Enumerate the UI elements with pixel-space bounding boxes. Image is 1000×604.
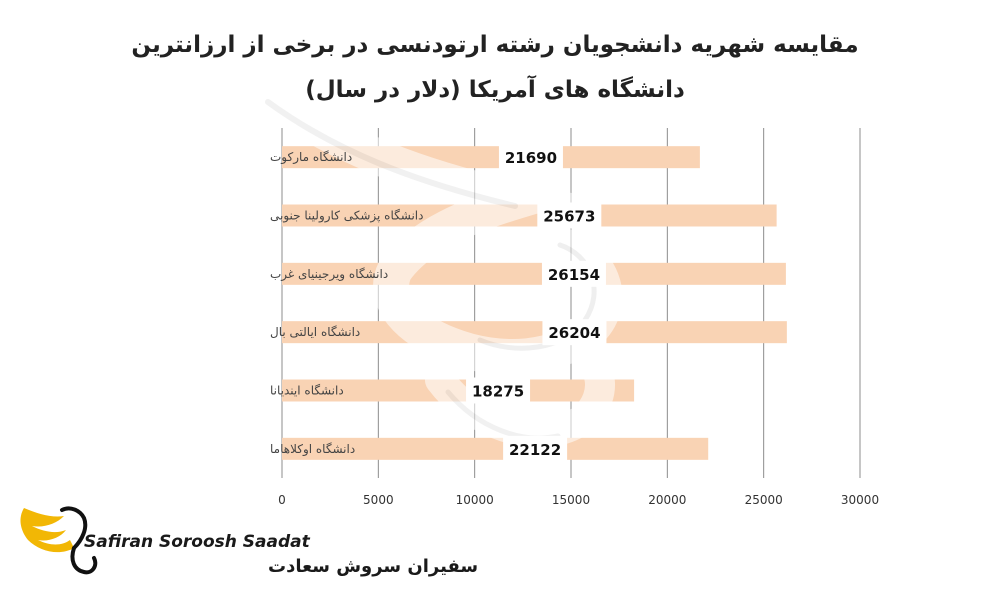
- category-label: دانشگاه ویرجینیای غرب: [270, 267, 388, 282]
- data-label-bg: [541, 260, 606, 287]
- category-label: دانشگاه پزشکی کارولینا جنوبی: [270, 209, 423, 224]
- label-layer: 21690 25673 26154 26204 18275 22122: [466, 144, 607, 462]
- x-tick-label: 0: [278, 493, 286, 507]
- category-label: دانشگاه اوکلاهاما: [270, 442, 355, 457]
- x-tick-label: 5000: [363, 493, 394, 507]
- data-label: 22122: [509, 441, 561, 459]
- data-label-bg: [503, 435, 568, 462]
- data-label-bg: [498, 144, 563, 171]
- x-tick-label: 30000: [841, 493, 879, 507]
- brand-logo: Safiran Soroosh Saadat سفیران سروش سعادت: [20, 506, 478, 577]
- data-label: 25673: [543, 208, 595, 226]
- bar: [282, 437, 709, 460]
- category-label: دانشگاه ایالتی بال: [270, 325, 360, 339]
- chart-title-line-2: دانشگاه های آمریکا (دلار در سال): [305, 74, 685, 103]
- x-tick-label: 15000: [552, 493, 590, 507]
- wing-swan-icon: [20, 506, 98, 575]
- logo-name-fa: سفیران سروش سعادت: [268, 556, 478, 577]
- chart-title-line-1: مقایسه شهریه دانشجویان رشته ارتودنسی در …: [131, 32, 858, 58]
- x-tick-label: 20000: [648, 493, 686, 507]
- data-label-bg: [537, 202, 602, 229]
- logo-name-en: Safiran Soroosh Saadat: [84, 532, 311, 552]
- data-label-bg: [466, 377, 531, 404]
- data-label: 26204: [548, 324, 600, 342]
- data-label: 18275: [472, 383, 524, 401]
- x-tick-label: 25000: [745, 493, 783, 507]
- data-label-bg: [542, 319, 607, 346]
- axis-layer: 0 5000 10000 15000 20000 25000 30000 دانشگاه ما…: [270, 150, 879, 507]
- data-label: 21690: [505, 149, 557, 167]
- data-label: 26154: [548, 266, 600, 284]
- category-label: دانشگاه ایندیانا: [270, 384, 344, 398]
- category-label: دانشگاه مارکوت: [270, 150, 352, 165]
- x-tick-label: 10000: [456, 493, 494, 507]
